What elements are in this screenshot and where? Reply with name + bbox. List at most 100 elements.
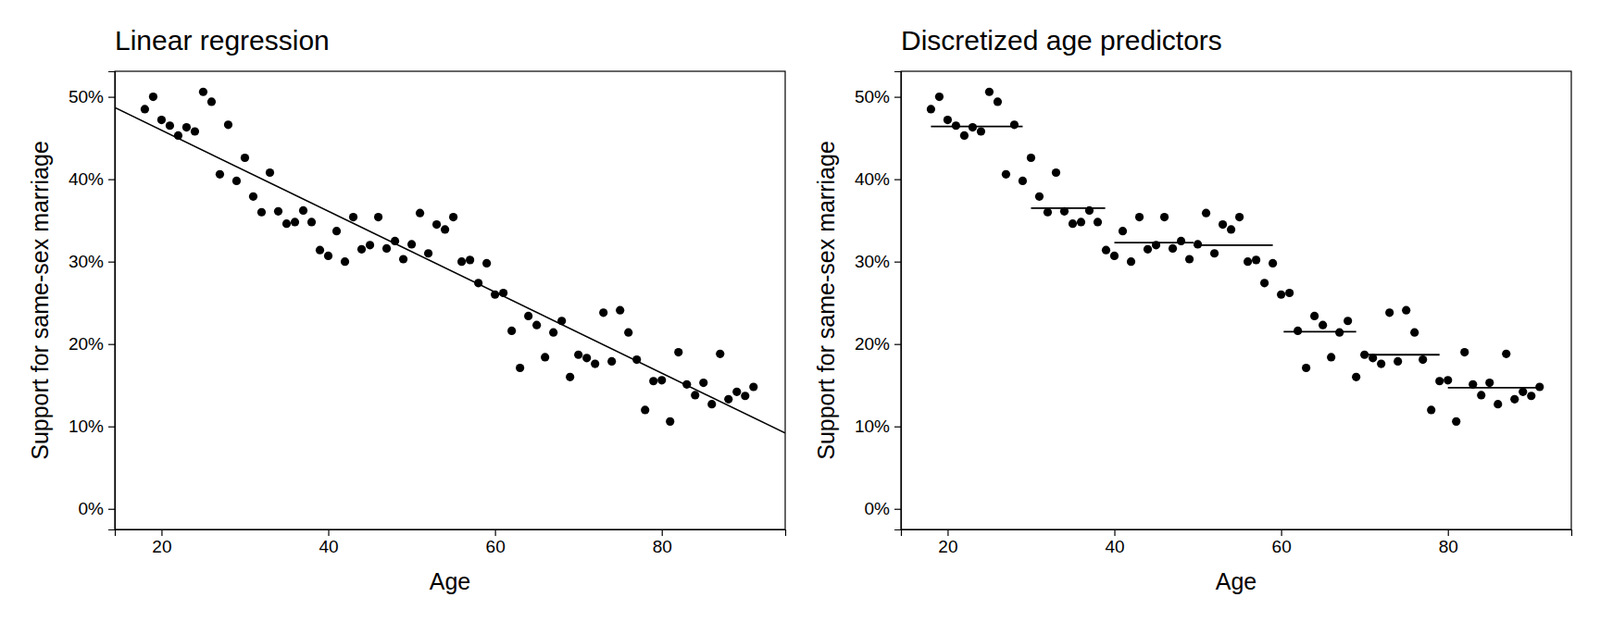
- point: [1318, 321, 1327, 330]
- y-tick: 50%: [854, 87, 901, 107]
- x-axis: 20 40 60 80: [115, 529, 787, 557]
- point: [215, 170, 225, 179]
- x-tick-label: 40: [1104, 537, 1125, 557]
- chart-canvas: 204060800%10%20%30%40%50%Linear regressi…: [0, 0, 1600, 622]
- point: [165, 121, 175, 130]
- x-tick-mark: [495, 529, 497, 537]
- point: [1501, 350, 1511, 359]
- y-axis: 0%10%20%30%40%50%: [854, 72, 902, 531]
- x-tick-mark: [1448, 529, 1450, 537]
- y-tick-mark: [894, 179, 901, 181]
- point: [985, 87, 994, 97]
- x-tick-label: 80: [1438, 537, 1459, 557]
- marks: [926, 87, 1545, 426]
- point: [607, 357, 616, 366]
- y-tick-mark: [894, 426, 901, 428]
- point: [1201, 209, 1211, 218]
- y-tick: 30%: [854, 251, 901, 272]
- x-axis-line: [901, 530, 1573, 538]
- point: [749, 382, 758, 391]
- x-tick: 20: [151, 529, 172, 557]
- point: [1410, 328, 1419, 338]
- x-axis-line: [115, 530, 787, 538]
- x-tick: 40: [318, 529, 338, 557]
- x-tick: 60: [1272, 529, 1292, 557]
- bin-mean: [1114, 241, 1195, 244]
- point: [365, 240, 375, 250]
- y-tick-label: 0%: [78, 499, 105, 519]
- point: [374, 212, 383, 222]
- point: [315, 246, 325, 255]
- y-axis-line: [894, 72, 902, 531]
- point: [1285, 288, 1294, 298]
- point: [1035, 192, 1044, 201]
- point: [993, 97, 1002, 106]
- x-tick-mark: [327, 529, 329, 537]
- point: [224, 120, 233, 129]
- y-tick: 10%: [68, 416, 115, 437]
- point: [532, 321, 541, 330]
- x-axis-title: Age: [429, 568, 471, 595]
- point: [624, 328, 633, 338]
- point: [1093, 217, 1102, 226]
- y-tick: 0%: [78, 499, 115, 519]
- point: [399, 254, 408, 263]
- point: [1176, 237, 1186, 246]
- x-tick: 80: [652, 529, 673, 557]
- x-tick: 80: [1438, 529, 1459, 557]
- point: [1510, 395, 1519, 404]
- point: [1310, 312, 1319, 321]
- point: [724, 395, 733, 404]
- point: [1401, 306, 1411, 315]
- bin-mean: [1030, 207, 1105, 210]
- y-tick: 0%: [864, 499, 901, 519]
- point: [1418, 355, 1427, 364]
- point: [140, 104, 150, 113]
- point: [1443, 375, 1452, 385]
- point: [440, 225, 450, 234]
- y-tick-label: 30%: [68, 251, 104, 272]
- point: [1143, 245, 1152, 254]
- point: [1260, 278, 1269, 288]
- point: [1185, 254, 1194, 263]
- y-tick: 50%: [68, 87, 115, 107]
- point: [1068, 219, 1077, 228]
- y-tick-mark: [108, 96, 115, 98]
- point: [1126, 257, 1136, 266]
- point: [232, 176, 241, 186]
- y-tick: 40%: [68, 169, 115, 189]
- point: [1451, 417, 1461, 426]
- bin-mean: [1364, 353, 1440, 356]
- y-tick-mark: [108, 262, 115, 263]
- point: [674, 348, 683, 357]
- y-axis-title: Support for same-sex marriage: [26, 140, 53, 461]
- bin-mean: [930, 125, 1023, 128]
- point: [1526, 391, 1536, 400]
- plot-frame: [114, 71, 786, 530]
- point: [357, 245, 366, 254]
- point: [1135, 212, 1144, 222]
- point: [1301, 363, 1311, 373]
- x-tick: 60: [486, 529, 506, 557]
- point: [149, 92, 158, 101]
- y-tick-mark: [894, 96, 901, 98]
- point: [1010, 120, 1019, 129]
- y-tick-label: 30%: [854, 251, 890, 272]
- point: [943, 115, 952, 125]
- point: [1018, 176, 1027, 186]
- point: [540, 352, 550, 362]
- point: [599, 308, 608, 317]
- point: [415, 209, 425, 218]
- point: [1043, 208, 1052, 217]
- y-tick-mark: [894, 509, 901, 511]
- point: [590, 359, 600, 368]
- marks: [114, 87, 786, 434]
- point: [582, 353, 591, 363]
- point: [707, 400, 716, 409]
- point: [1051, 168, 1061, 177]
- point: [449, 212, 458, 222]
- point: [740, 391, 750, 400]
- point: [424, 249, 433, 258]
- bin-mean: [1283, 330, 1356, 333]
- point: [699, 378, 708, 388]
